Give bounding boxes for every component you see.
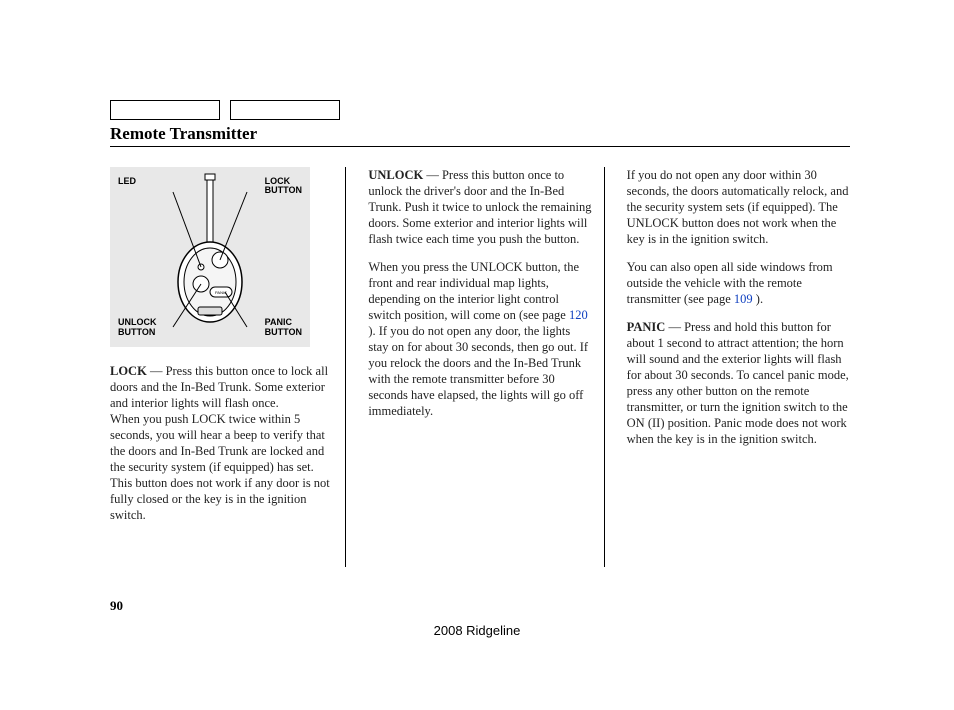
lock-label: LOCK bbox=[110, 364, 147, 378]
lock-paragraph-2: When you push LOCK twice within 5 second… bbox=[110, 411, 333, 523]
unlock-label: UNLOCK bbox=[368, 168, 423, 182]
page-link-109[interactable]: 109 bbox=[734, 292, 753, 306]
panic-paragraph: PANIC — Press and hold this button for a… bbox=[627, 319, 850, 447]
key-diagram: PANIC LED LOCKBUTTON UNLOCKBUTTON PANICB… bbox=[110, 167, 310, 347]
column-3: If you do not open any door within 30 se… bbox=[627, 167, 850, 567]
panic-gap: — bbox=[665, 320, 684, 334]
col3-p2a: You can also open all side windows from … bbox=[627, 260, 833, 306]
header-boxes bbox=[110, 100, 850, 120]
col3-p2: You can also open all side windows from … bbox=[627, 259, 850, 307]
col2-p2a: When you press the UNLOCK button, the fr… bbox=[368, 260, 579, 322]
footer-model: 2008 Ridgeline bbox=[0, 623, 954, 638]
page-content: Remote Transmitter bbox=[110, 100, 850, 567]
label-panic: PANICBUTTON bbox=[265, 318, 302, 337]
unlock-gap: — bbox=[423, 168, 442, 182]
unlock-paragraph-2: When you press the UNLOCK button, the fr… bbox=[368, 259, 591, 419]
columns-container: PANIC LED LOCKBUTTON UNLOCKBUTTON PANICB… bbox=[110, 167, 850, 567]
header-box-1 bbox=[110, 100, 220, 120]
column-1: PANIC LED LOCKBUTTON UNLOCKBUTTON PANICB… bbox=[110, 167, 346, 567]
col3-p2b: ). bbox=[753, 292, 763, 306]
label-lock: LOCKBUTTON bbox=[265, 177, 302, 196]
page-title: Remote Transmitter bbox=[110, 124, 850, 147]
col3-p1: If you do not open any door within 30 se… bbox=[627, 167, 850, 247]
column-2: UNLOCK — Press this button once to unloc… bbox=[368, 167, 604, 567]
page-number: 90 bbox=[110, 598, 123, 614]
lock-paragraph-1: LOCK — Press this button once to lock al… bbox=[110, 363, 333, 411]
label-unlock: UNLOCKBUTTON bbox=[118, 318, 157, 337]
header-box-2 bbox=[230, 100, 340, 120]
col2-p2b: ). If you do not open any door, the ligh… bbox=[368, 324, 588, 418]
key-illustration: PANIC bbox=[165, 172, 255, 342]
lock-gap: — bbox=[147, 364, 166, 378]
label-led: LED bbox=[118, 177, 136, 186]
page-link-120[interactable]: 120 bbox=[569, 308, 588, 322]
panic-label: PANIC bbox=[627, 320, 666, 334]
panic-text: Press and hold this button for about 1 s… bbox=[627, 320, 849, 446]
unlock-paragraph-1: UNLOCK — Press this button once to unloc… bbox=[368, 167, 591, 247]
